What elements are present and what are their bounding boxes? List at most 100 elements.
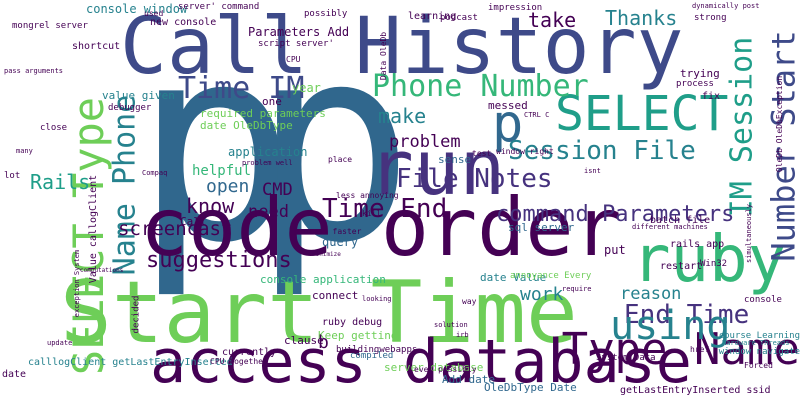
word-cloud-term: used	[144, 9, 164, 18]
word-cloud-term: suggestions	[146, 248, 292, 273]
word-cloud-term: exception System	[73, 249, 82, 318]
word-cloud-term: p	[134, 0, 297, 302]
word-cloud-term: currently	[222, 347, 277, 358]
word-cloud-term: simultaneously	[745, 203, 754, 264]
word-cloud-term: Forced	[744, 361, 773, 370]
word-cloud-term: impression	[488, 3, 543, 13]
word-cloud-term: server database	[384, 361, 484, 374]
word-cloud-term: value given	[102, 89, 175, 102]
word-cloud-term: work	[520, 284, 564, 305]
word-cloud-term: test	[472, 149, 492, 158]
word-cloud-term: buildingwebapps	[336, 345, 418, 355]
word-cloud-term: different machines	[632, 223, 708, 231]
word-cloud-term: query	[322, 235, 359, 249]
word-cloud-term: open	[206, 176, 250, 197]
word-cloud-term: strong	[694, 13, 727, 23]
word-cloud-term: date OleDbType	[200, 119, 293, 132]
word-cloud-term: access database	[150, 327, 692, 397]
word-cloud-term: new console	[150, 17, 217, 28]
word-cloud-term: problem	[389, 132, 461, 152]
word-cloud-term: console window	[86, 2, 188, 16]
word-cloud-term: messed	[488, 99, 528, 112]
word-cloud-term: ruby debug	[322, 317, 383, 328]
word-cloud-term: decided	[131, 295, 142, 334]
word-cloud-term: take	[528, 8, 577, 32]
word-cloud-term: console application	[260, 273, 386, 286]
word-cloud-term: way	[462, 297, 477, 306]
word-cloud-term: b	[318, 332, 329, 353]
word-cloud-term: isnt	[584, 167, 601, 175]
word-cloud-term: dynamically post	[692, 2, 760, 10]
word-cloud-term: OleDb OleDbException	[775, 75, 785, 173]
word-cloud-term: compiled	[350, 351, 394, 361]
word-cloud-term: Win32	[700, 259, 728, 269]
word-cloud-term: Add date	[442, 373, 495, 386]
word-cloud-term: Keep getting	[318, 329, 398, 342]
word-cloud-term: restart	[660, 261, 703, 272]
word-cloud-term: annoyance Every	[510, 271, 592, 281]
word-cloud-term: p	[492, 94, 524, 154]
word-cloud-term: window right	[496, 147, 554, 156]
word-cloud-term: OleDbType Date	[484, 381, 577, 394]
word-cloud-term: one	[262, 95, 282, 108]
word-cloud-term: getLastEntryInserted ssid	[620, 385, 771, 396]
word-cloud-term: irb	[456, 331, 469, 339]
word-cloud-term: sql server	[508, 221, 575, 234]
word-cloud-term: command Parameters	[496, 202, 735, 227]
word-cloud-term: Data OleDb	[379, 31, 389, 81]
word-cloud-term: Hardware Threads	[722, 339, 790, 347]
word-cloud-term: SELECT	[555, 86, 729, 142]
word-cloud-term: calllogClient getLastEntryInserted	[28, 357, 233, 368]
word-cloud-term: server' command	[178, 2, 260, 12]
word-cloud-term: mongrel server	[12, 21, 88, 31]
word-cloud-term: minimize	[312, 251, 341, 258]
word-cloud-term: End Time	[624, 300, 750, 330]
word-cloud-term: require	[562, 285, 592, 293]
word-cloud-term: update	[47, 339, 73, 347]
word-cloud-term: window navigate	[718, 347, 800, 357]
word-cloud-term: Name Phone	[107, 94, 143, 276]
word-cloud-term: Session File	[508, 136, 696, 166]
word-cloud-term: computations	[80, 267, 124, 274]
word-cloud-term: pass arguments	[4, 67, 64, 75]
word-cloud-term: learning	[408, 11, 457, 22]
word-cloud-term: Compaq	[142, 169, 168, 177]
word-cloud-term: kill	[362, 209, 382, 218]
word-cloud-term: console	[744, 295, 782, 305]
word-cloud-term: Rails	[30, 170, 91, 194]
word-cloud-term: Type Name	[561, 324, 800, 375]
word-cloud-term: using	[610, 303, 731, 349]
word-cloud-term: problem well	[242, 159, 293, 167]
word-cloud-term: application	[228, 145, 308, 159]
word-cloud-term: helpful	[192, 163, 252, 179]
word-cloud-term: solution	[434, 321, 468, 329]
word-cloud-term: need	[248, 202, 289, 222]
word-cloud-term: reason	[620, 284, 682, 304]
word-cloud-term: process faster	[294, 227, 362, 236]
word-cloud-term: date	[2, 369, 27, 380]
word-cloud-term: ruby	[632, 223, 787, 297]
word-cloud-term: required parameters	[200, 107, 326, 120]
word-cloud-term: Call History	[120, 2, 684, 92]
word-cloud-term: make	[378, 104, 427, 128]
word-cloud-term: File Notes	[396, 164, 553, 194]
word-cloud-term: CPU	[286, 55, 301, 64]
word-cloud-term: place	[328, 155, 353, 164]
word-cloud-term: Thanks	[605, 6, 678, 30]
word-cloud-term: date Value	[480, 271, 547, 284]
word-cloud-term: process	[676, 79, 714, 89]
word-cloud-term: year	[292, 81, 321, 95]
word-cloud-term: href	[690, 345, 710, 354]
word-cloud-term: debugger	[108, 103, 152, 113]
word-cloud-term: p	[252, 0, 415, 302]
word-cloud-term: sense	[438, 153, 472, 166]
word-cloud-term: fix	[702, 91, 721, 102]
word-cloud-term: Phone Number	[372, 69, 589, 104]
word-cloud-term: IM Session	[724, 36, 760, 218]
word-cloud-term: System Data	[596, 353, 656, 363]
word-cloud-term: course Learning	[718, 331, 800, 341]
word-cloud-term: batch file	[650, 215, 711, 226]
word-cloud-term: Parameters Add	[248, 25, 350, 39]
word-cloud-term: looking	[362, 295, 392, 303]
